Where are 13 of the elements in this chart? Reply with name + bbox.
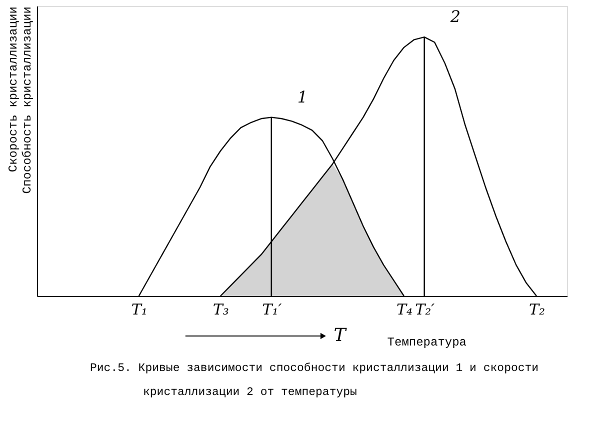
- series-label: 2: [449, 7, 461, 26]
- x-tick-label: T₄: [396, 300, 412, 318]
- x-tick-label: T₁′: [262, 300, 282, 318]
- text: T: [334, 325, 348, 346]
- y-axis-title: Скорость кристаллизации Способность кристаллизации: [6, 6, 34, 194]
- x-tick-label: T₂: [528, 300, 546, 318]
- text: Рис.5. Кривые зависимости способности кристаллизации 1 и скорости: [90, 362, 539, 375]
- x-tick-label: T₂′: [415, 300, 436, 318]
- x-tick-label: T₃: [212, 300, 229, 318]
- series-label: 1: [297, 87, 308, 106]
- x-axis-title: Температура: [387, 336, 467, 350]
- x-tick-label: T₁: [131, 300, 148, 318]
- text: кристаллизации 2 от температуры: [143, 386, 358, 399]
